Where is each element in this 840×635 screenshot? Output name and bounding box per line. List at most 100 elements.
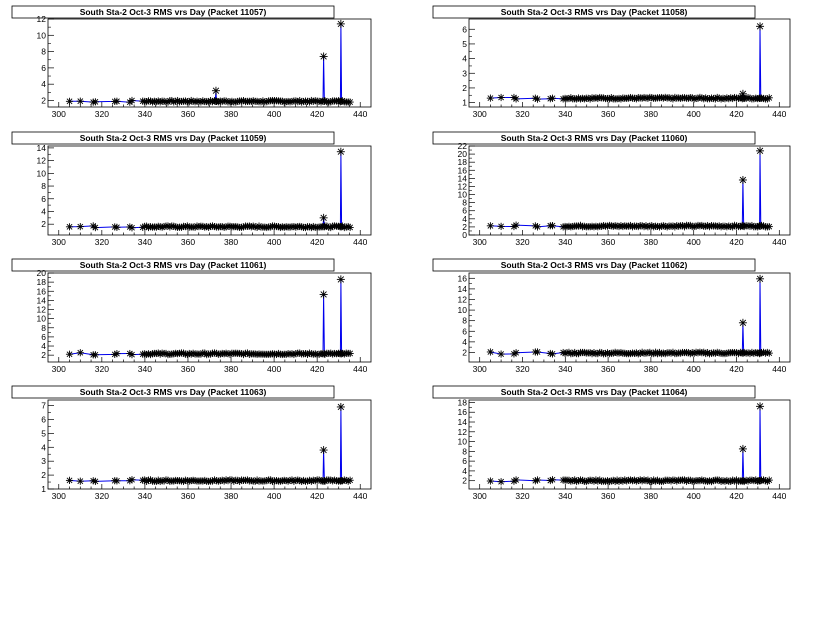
marker-stroke bbox=[739, 319, 747, 326]
x-tick-label: 360 bbox=[181, 364, 195, 374]
y-tick-label: 4 bbox=[462, 214, 467, 224]
x-tick-label: 380 bbox=[224, 109, 238, 119]
data-marker bbox=[497, 350, 505, 358]
marker-stroke bbox=[756, 147, 764, 155]
x-tick-label: 400 bbox=[267, 491, 281, 501]
x-tick-label: 420 bbox=[729, 109, 743, 119]
x-tick-label: 360 bbox=[601, 491, 615, 501]
x-tick-label: 340 bbox=[138, 491, 152, 501]
data-marker bbox=[91, 351, 99, 359]
spike-marker bbox=[319, 213, 328, 222]
data-marker bbox=[533, 348, 542, 356]
marker-stroke bbox=[92, 224, 99, 231]
data-marker bbox=[128, 476, 136, 484]
marker-stroke bbox=[534, 96, 541, 103]
y-tick-label: 4 bbox=[462, 466, 467, 476]
plot-frame bbox=[47, 18, 372, 108]
x-tick-label: 360 bbox=[601, 364, 615, 374]
x-tick-label: 420 bbox=[310, 109, 324, 119]
x-tick-label: 320 bbox=[95, 364, 109, 374]
data-marker bbox=[512, 221, 520, 229]
data-marker bbox=[497, 478, 505, 486]
data-marker bbox=[65, 350, 74, 358]
marker-stroke bbox=[320, 53, 327, 60]
x-tick-label: 300 bbox=[52, 109, 66, 119]
marker-stroke bbox=[212, 87, 220, 94]
chart-panel: South Sta-2 Oct-3 RMS vrs Day (Packet 11… bbox=[11, 385, 372, 501]
marker-stroke bbox=[92, 98, 99, 105]
x-tick-label: 420 bbox=[310, 364, 324, 374]
marker-stroke bbox=[513, 96, 519, 102]
marker-stroke bbox=[77, 349, 84, 356]
data-marker bbox=[346, 98, 354, 106]
marker-stroke bbox=[549, 222, 556, 229]
marker-stroke bbox=[739, 176, 747, 184]
chart-panel: South Sta-2 Oct-3 RMS vrs Day (Packet 11… bbox=[432, 131, 791, 247]
chart-title-box bbox=[11, 131, 335, 145]
marker-stroke bbox=[498, 351, 505, 357]
spike-marker bbox=[336, 19, 345, 28]
x-tick-label: 380 bbox=[224, 237, 238, 247]
y-tick-label: 12 bbox=[458, 427, 468, 437]
marker-stroke bbox=[113, 477, 120, 484]
y-tick-label: 12 bbox=[37, 14, 47, 24]
y-tick-label: 8 bbox=[41, 323, 46, 333]
y-tick-label: 4 bbox=[462, 54, 467, 64]
chart-title-box bbox=[11, 5, 335, 19]
marker-stroke bbox=[77, 98, 84, 105]
y-tick-label: 18 bbox=[458, 157, 468, 167]
data-marker bbox=[512, 349, 520, 357]
x-tick-label: 300 bbox=[52, 237, 66, 247]
marker-stroke bbox=[66, 98, 73, 105]
chart-panel: South Sta-2 Oct-3 RMS vrs Day (Packet 11… bbox=[432, 258, 791, 374]
marker-stroke bbox=[129, 351, 135, 358]
x-tick-label: 320 bbox=[95, 109, 109, 119]
y-tick-label: 2 bbox=[41, 470, 46, 480]
data-marker bbox=[346, 349, 354, 358]
x-tick-label: 380 bbox=[644, 237, 658, 247]
marker-stroke bbox=[498, 223, 505, 230]
chart-title-box bbox=[432, 5, 756, 19]
chart-panel: South Sta-2 Oct-3 RMS vrs Day (Packet 11… bbox=[11, 258, 372, 374]
chart-panel: South Sta-2 Oct-3 RMS vrs Day (Packet 11… bbox=[11, 131, 372, 247]
x-tick-label: 440 bbox=[353, 364, 367, 374]
x-tick-label: 360 bbox=[181, 237, 195, 247]
x-tick-label: 420 bbox=[729, 491, 743, 501]
data-marker bbox=[113, 477, 121, 485]
data-marker bbox=[65, 223, 74, 231]
x-tick-label: 340 bbox=[558, 364, 572, 374]
y-tick-label: 2 bbox=[462, 83, 467, 93]
y-tick-label: 14 bbox=[37, 295, 47, 305]
y-tick-label: 16 bbox=[458, 165, 468, 175]
y-tick-label: 6 bbox=[41, 194, 46, 204]
series-line bbox=[490, 406, 770, 483]
x-tick-label: 320 bbox=[515, 237, 529, 247]
marker-stroke bbox=[347, 99, 354, 105]
marker-stroke bbox=[129, 476, 135, 483]
data-marker bbox=[533, 223, 542, 231]
data-marker bbox=[765, 94, 773, 102]
chart-panel: South Sta-2 Oct-3 RMS vrs Day (Packet 11… bbox=[432, 385, 791, 501]
y-tick-label: 8 bbox=[41, 47, 46, 57]
plot-frame bbox=[47, 145, 372, 236]
plot-frame bbox=[468, 399, 791, 490]
data-marker bbox=[346, 223, 354, 232]
y-tick-label: 20 bbox=[458, 149, 468, 159]
y-tick-label: 10 bbox=[458, 437, 468, 447]
x-tick-label: 400 bbox=[267, 364, 281, 374]
y-tick-label: 1 bbox=[41, 484, 46, 494]
marker-stroke bbox=[487, 222, 494, 229]
data-marker bbox=[765, 223, 773, 231]
data-marker bbox=[154, 476, 162, 484]
x-tick-label: 400 bbox=[267, 237, 281, 247]
x-tick-label: 440 bbox=[353, 237, 367, 247]
data-marker bbox=[65, 97, 74, 105]
y-tick-label: 3 bbox=[462, 68, 467, 78]
plot-frame bbox=[468, 272, 791, 363]
marker-stroke bbox=[498, 478, 505, 485]
spike-marker bbox=[738, 175, 747, 184]
x-tick-label: 420 bbox=[729, 237, 743, 247]
x-tick-label: 380 bbox=[644, 364, 658, 374]
marker-stroke bbox=[756, 23, 764, 30]
